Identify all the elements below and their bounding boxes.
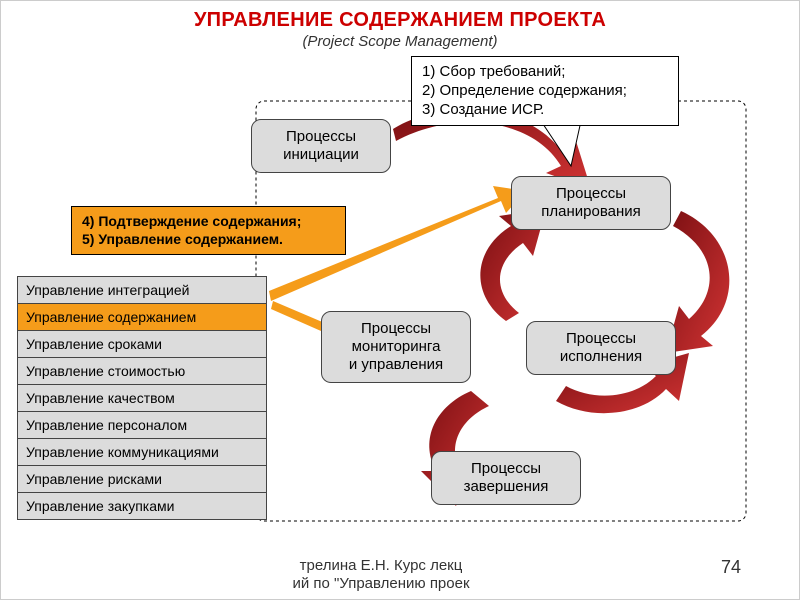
- footer-credit: трелина Е.Н. Курс лекц ий по "Управлению…: [261, 557, 501, 593]
- sidebar-item: Управление коммуникациями: [18, 439, 266, 466]
- callout-line: 1) Сбор требований;: [422, 63, 668, 82]
- proc-line: Процессы: [264, 128, 378, 146]
- sidebar-item: Управление стоимостью: [18, 358, 266, 385]
- callout-line: 5) Управление содержанием.: [82, 231, 335, 249]
- sidebar-item: Управление закупками: [18, 493, 266, 519]
- proc-line: мониторинга: [334, 338, 458, 356]
- knowledge-areas-sidebar: Управление интеграциейУправление содержа…: [17, 276, 267, 520]
- sidebar-item: Управление интеграцией: [18, 277, 266, 304]
- proc-line: Процессы: [524, 185, 658, 203]
- process-planning: Процессы планирования: [511, 176, 671, 230]
- process-initiation: Процессы инициации: [251, 119, 391, 173]
- process-execution: Процессы исполнения: [526, 321, 676, 375]
- footer-line: трелина Е.Н. Курс лекц: [261, 557, 501, 575]
- callout-requirements: 1) Сбор требований; 2) Определение содер…: [411, 56, 679, 126]
- callout-scope-control: 4) Подтверждение содержания; 5) Управлен…: [71, 206, 346, 255]
- proc-line: Процессы: [334, 320, 458, 338]
- proc-line: Процессы: [539, 330, 663, 348]
- callout-tail: [541, 121, 581, 166]
- sidebar-item: Управление персоналом: [18, 412, 266, 439]
- sidebar-item: Управление качеством: [18, 385, 266, 412]
- proc-line: завершения: [444, 478, 568, 496]
- sidebar-item: Управление рисками: [18, 466, 266, 493]
- callout-line: 3) Создание ИСР.: [422, 101, 668, 120]
- process-closing: Процессы завершения: [431, 451, 581, 505]
- page-number: 74: [721, 557, 741, 578]
- sidebar-item: Управление сроками: [18, 331, 266, 358]
- proc-line: планирования: [524, 203, 658, 221]
- slide-title: УПРАВЛЕНИЕ СОДЕРЖАНИЕМ ПРОЕКТА: [1, 9, 799, 32]
- proc-line: инициации: [264, 146, 378, 164]
- callout-line: 4) Подтверждение содержания;: [82, 213, 335, 231]
- proc-line: и управления: [334, 356, 458, 374]
- sidebar-item: Управление содержанием: [18, 304, 266, 331]
- proc-line: Процессы: [444, 460, 568, 478]
- process-monitoring: Процессы мониторинга и управления: [321, 311, 471, 383]
- footer-line: ий по "Управлению проек: [261, 575, 501, 593]
- callout-line: 2) Определение содержания;: [422, 82, 668, 101]
- slide-stage: УПРАВЛЕНИЕ СОДЕРЖАНИЕМ ПРОЕКТА (Project …: [0, 0, 800, 600]
- proc-line: исполнения: [539, 348, 663, 366]
- slide-subtitle: (Project Scope Management): [1, 33, 799, 50]
